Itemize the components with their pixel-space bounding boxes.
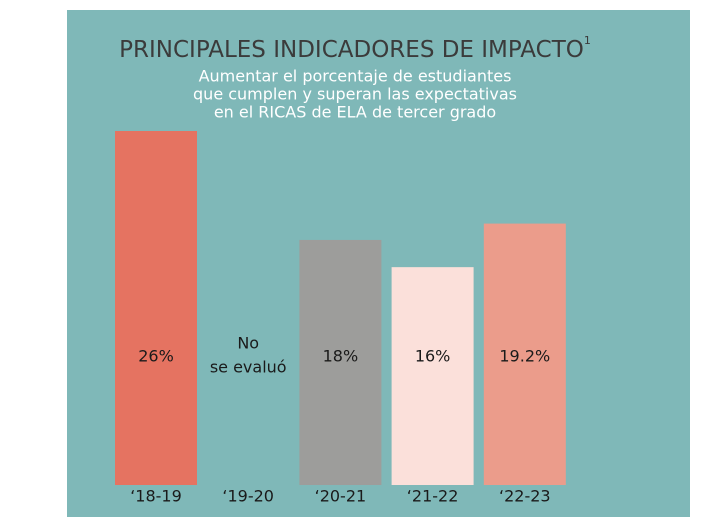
x-tick-label: ‘20-21 — [315, 487, 367, 506]
bar — [483, 223, 566, 486]
annotation: se evaluó — [210, 358, 287, 377]
title-text: PRINCIPALES INDICADORES DE IMPACTO — [119, 37, 584, 63]
bar — [391, 267, 474, 485]
title-note: 1 — [584, 34, 591, 47]
subtitle-line: Aumentar el porcentaje de estudiantes — [199, 67, 512, 86]
value-label: 16% — [415, 347, 451, 366]
bar — [115, 131, 197, 485]
x-tick-label: ‘18-19 — [130, 487, 182, 506]
x-tick-label: ‘19-20 — [222, 487, 274, 506]
chart-title: PRINCIPALES INDICADORES DE IMPACTO1 — [119, 34, 591, 63]
subtitle-line: que cumplen y superan las expectativas — [193, 85, 517, 104]
value-label: 18% — [323, 347, 359, 366]
x-tick-label: ‘21-22 — [407, 487, 459, 506]
bar — [299, 239, 382, 485]
subtitle-line: en el RICAS de ELA de tercer grado — [214, 103, 496, 122]
value-label: 19.2% — [499, 347, 550, 366]
annotation: No — [237, 334, 259, 353]
x-tick-label: ‘22-23 — [499, 487, 551, 506]
value-label: 26% — [138, 347, 174, 366]
